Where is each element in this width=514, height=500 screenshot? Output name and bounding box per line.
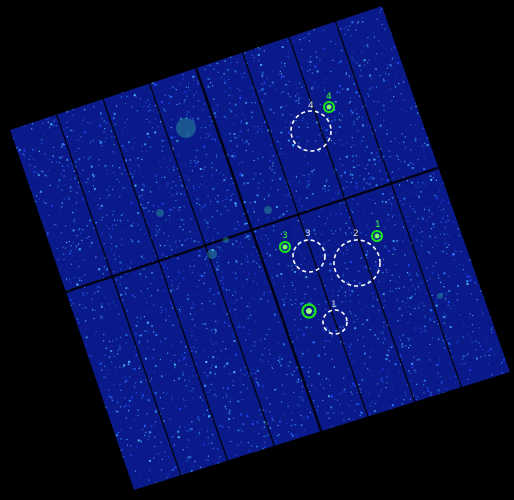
diffuse-patch — [207, 249, 217, 259]
source-label-4: 4 — [326, 92, 332, 102]
source-region-1 — [301, 303, 317, 319]
diffuse-patch — [437, 293, 443, 299]
source-regions — [279, 101, 383, 319]
source-glow-4 — [326, 104, 332, 110]
diffuse-patch — [223, 237, 229, 243]
chip-seam — [49, 96, 188, 490]
source-label-3: 3 — [282, 231, 288, 241]
background-region-4 — [290, 110, 332, 152]
source-region-4 — [323, 101, 335, 113]
chip-seam — [188, 49, 328, 447]
source-region-2 — [371, 230, 383, 242]
source-glow-2 — [374, 233, 380, 239]
background-region-label-3: 3 — [305, 229, 311, 239]
chip-seam — [235, 34, 374, 431]
diffuse-patch — [264, 206, 272, 214]
diffuse-patch — [156, 209, 164, 217]
chip-seam — [96, 80, 234, 478]
region-labels: 4 3 2 1 4 3 1 — [282, 92, 381, 310]
source-label-2: 1 — [375, 220, 381, 230]
chip-seam — [46, 160, 457, 300]
source-region-3 — [279, 241, 291, 253]
chip-seams — [46, 6, 467, 490]
background-region-1 — [322, 309, 348, 335]
chip-seam — [328, 6, 467, 400]
chip-seam — [142, 65, 281, 462]
background-regions — [290, 110, 381, 335]
diffuse-patch — [176, 118, 196, 138]
source-glow-1 — [306, 308, 312, 314]
background-region-label-2: 2 — [353, 229, 359, 239]
diffuse-emission — [156, 118, 443, 299]
background-region-label-1: 1 — [331, 300, 337, 310]
background-region-2 — [333, 239, 381, 287]
chip-seam — [282, 18, 420, 416]
background-region-label-4: 4 — [308, 101, 314, 111]
source-glow-3 — [282, 244, 288, 250]
background-region-3 — [292, 239, 326, 273]
